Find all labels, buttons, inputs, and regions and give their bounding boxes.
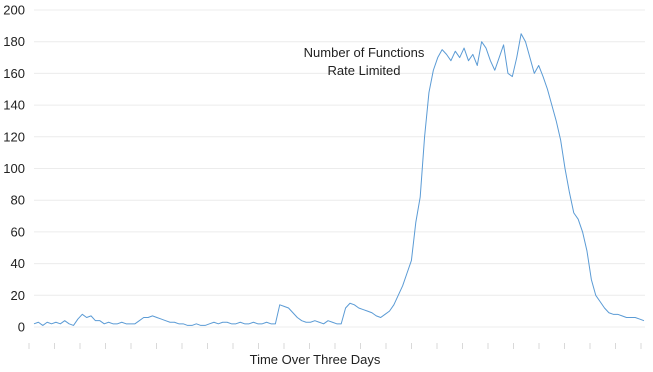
grid-lines [34,9,645,328]
y-tick-label: 140 [3,98,25,113]
y-tick-label: 60 [11,224,25,239]
y-tick-label: 20 [11,288,25,303]
x-axis-ticks [28,343,642,349]
y-tick-label: 100 [3,161,25,176]
y-axis-tick-labels: 0 20 40 60 80 100 120 140 160 180 200 [3,3,25,335]
y-tick-label: 160 [3,66,25,81]
x-axis-title: Time Over Three Days [250,352,381,367]
y-tick-label: 80 [11,193,25,208]
y-tick-label: 180 [3,34,25,49]
y-tick-label: 120 [3,129,25,144]
y-tick-label: 40 [11,256,25,271]
annotation-line-2: Rate Limited [328,63,401,78]
annotation-line-1: Number of Functions [304,45,425,60]
series-line [33,33,645,326]
y-tick-label: 0 [18,320,25,335]
y-tick-label: 200 [3,3,25,18]
